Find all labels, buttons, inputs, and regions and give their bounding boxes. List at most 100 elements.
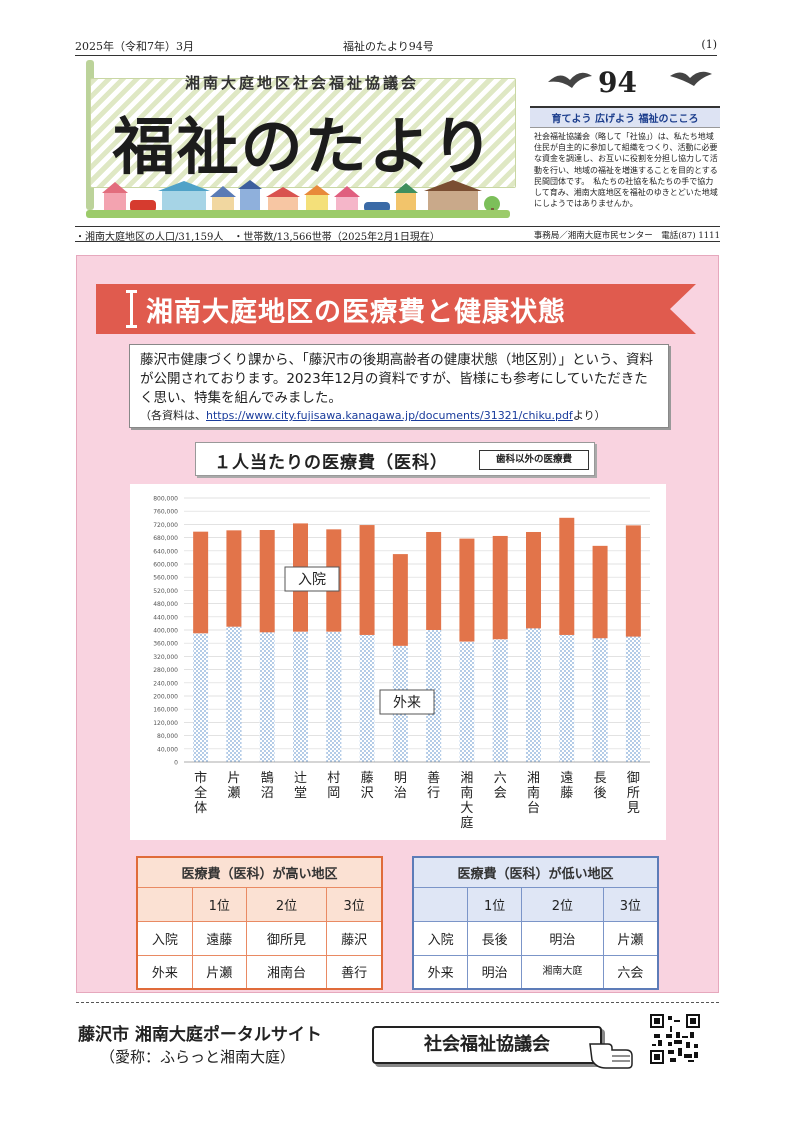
table-cell: 明治 — [467, 954, 523, 990]
x-tick-label: 全 — [194, 785, 207, 801]
source-prefix: （各資料は、 — [140, 409, 206, 422]
chart-area: 0 40,000 80,000 120,000 160,000 200,000 240,00… — [130, 484, 666, 840]
newsletter-name: 福祉のたより94号 — [343, 40, 434, 53]
bar-outpatient — [492, 639, 508, 762]
rank-header: 1位 — [191, 886, 247, 922]
table-cell: 片瀬 — [602, 920, 659, 956]
population-info: ・湘南大庭地区の人口/31,159人 ・世帯数/13,566世帯（2025年2月… — [75, 226, 530, 243]
page-number: (1) — [701, 38, 717, 51]
bar-inpatient — [526, 531, 541, 629]
x-tick-label: 善 — [427, 770, 440, 786]
bar-outpatient — [293, 631, 308, 762]
dental-note: 歯科以外の医療費 — [479, 450, 589, 470]
newsletter-title: 福祉のたより — [112, 110, 496, 183]
masthead: 湘南大庭地区社会福祉協議会 福祉のたより — [82, 60, 520, 220]
y-tick-label: 720,000 — [153, 522, 178, 529]
issue-date: 2025年（令和7年）3月 — [75, 40, 194, 53]
bar-outpatient — [592, 638, 608, 762]
y-tick-label: 520,000 — [153, 588, 178, 595]
table-cell: 六会 — [602, 954, 659, 990]
x-tick-label: 南 — [527, 785, 540, 801]
bar-outpatient — [193, 633, 209, 762]
inpatient-label-box — [284, 566, 340, 592]
houses-illustration — [102, 180, 500, 216]
bar-outpatient — [259, 632, 275, 762]
row-label: 入院 — [412, 920, 469, 956]
x-tick-label: 所 — [627, 786, 640, 801]
outpatient-label-box — [379, 689, 435, 715]
x-tick-label: 堂 — [294, 786, 307, 801]
bar-inpatient — [193, 531, 209, 634]
corner-cell — [136, 886, 193, 922]
bar-outpatient — [559, 634, 575, 762]
x-tick-label: 瀬 — [227, 786, 240, 801]
ground — [86, 210, 510, 218]
x-tick-label: 沢 — [361, 786, 374, 801]
y-tick-label: 40,000 — [157, 746, 178, 753]
y-tick-label: 80,000 — [157, 733, 178, 740]
y-tick-label: 560,000 — [153, 575, 178, 582]
y-tick-label: 400,000 — [153, 628, 178, 635]
rank-header: 3位 — [326, 886, 383, 922]
intro-text: 藤沢市健康づくり課から、「藤沢市の後期高齢者の健康状態（地区別）」という、資料が… — [140, 352, 653, 406]
x-tick-label: 明 — [394, 771, 407, 786]
medical-cost-chart: 0 40,000 80,000 120,000 160,000 200,000 240,00… — [153, 496, 650, 831]
y-tick-label: 320,000 — [153, 654, 178, 661]
mission-heading: 育てよう 広げよう 福祉のこころ — [530, 108, 720, 128]
y-tick-label: 160,000 — [153, 707, 178, 714]
portal-title[interactable]: 藤沢市 湘南大庭ポータルサイト — [78, 1025, 322, 1045]
rank-header: 3位 — [602, 886, 659, 922]
x-tick-label: 後 — [594, 786, 607, 801]
y-tick-label: 680,000 — [153, 535, 178, 542]
low-cost-table: 医療費（医科）が低い地区 1位 2位 3位 入院 長後 明治 片瀬 外来 明治 … — [412, 856, 659, 990]
table-cell: 善行 — [326, 954, 383, 990]
bar-outpatient — [526, 628, 541, 762]
x-tick-label: 長 — [594, 771, 607, 786]
pointing-hand-icon — [589, 1043, 633, 1069]
x-tick-label: 南 — [460, 785, 473, 801]
rank-header: 2位 — [521, 886, 604, 922]
bar-outpatient — [459, 641, 475, 762]
x-tick-label: 六 — [494, 771, 507, 786]
y-tick-label: 280,000 — [153, 667, 178, 674]
table-cell: 藤沢 — [326, 920, 383, 956]
rank-header: 1位 — [467, 886, 523, 922]
x-tick-label: 片 — [227, 771, 240, 786]
social-welfare-button-label: 社会福祉協議会 — [424, 1034, 550, 1055]
header-line: 2025年（令和7年）3月 福祉のたより94号 (1) — [75, 38, 717, 56]
table-cell: 御所見 — [245, 920, 328, 956]
x-tick-label: 市 — [194, 770, 207, 786]
x-tick-label: 体 — [194, 801, 207, 816]
y-tick-label: 800,000 — [153, 496, 178, 503]
corner-cell — [412, 886, 469, 922]
bar-inpatient — [426, 531, 442, 630]
bar-inpatient — [492, 535, 508, 640]
source-suffix: より） — [572, 409, 606, 422]
y-tick-label: 480,000 — [153, 601, 178, 608]
table-cell: 遠藤 — [191, 920, 247, 956]
rank-header: 2位 — [245, 886, 328, 922]
table-cell: 湘南大庭 — [521, 954, 604, 990]
inpatient-label: 入院 — [298, 572, 326, 588]
x-tick-label: 会 — [494, 786, 507, 801]
table-cell: 湘南台 — [245, 954, 328, 990]
x-tick-label: 村 — [327, 771, 340, 786]
bar-inpatient — [359, 525, 375, 635]
row-label: 入院 — [136, 920, 193, 956]
x-tick-label: 湘 — [460, 771, 473, 786]
x-tick-label: 藤 — [560, 786, 573, 801]
mission-box: 育てよう 広げよう 福祉のこころ 社会福祉協議会（略して「社協」）は、私たち地域… — [530, 106, 720, 226]
intro-box: 藤沢市健康づくり課から、「藤沢市の後期高齢者の健康状態（地区別）」という、資料が… — [129, 344, 669, 428]
masthead-flag — [90, 78, 516, 188]
y-tick-label: 760,000 — [153, 509, 178, 516]
row-label: 外来 — [412, 954, 469, 990]
source-link[interactable]: https://www.city.fujisawa.kanagawa.jp/do… — [206, 409, 573, 422]
birds-illustration — [548, 71, 712, 88]
bar-outpatient — [226, 626, 242, 762]
x-tick-label: 行 — [427, 786, 440, 801]
x-tick-label: 辻 — [294, 771, 307, 786]
qr-code-icon[interactable] — [650, 1014, 700, 1064]
x-tick-label: 庭 — [460, 815, 473, 831]
social-welfare-button[interactable]: 社会福祉協議会 — [372, 1026, 602, 1064]
office-info: 事務局／湘南大庭市民センター 電話(87) 1111 — [530, 226, 720, 242]
